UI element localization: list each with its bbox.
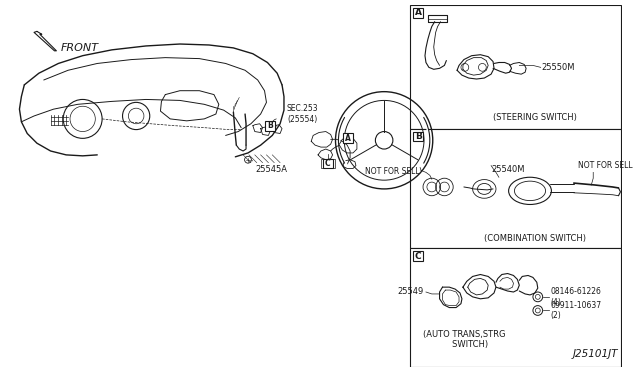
Text: FRONT: FRONT [60,43,99,53]
Text: A: A [345,134,351,143]
Text: C: C [325,159,330,168]
Text: SEC.253
(25554): SEC.253 (25554) [287,104,319,124]
Bar [410,5,621,129]
Bar [323,159,333,169]
Text: 08146-61226
(4): 08146-61226 (4) [550,287,602,307]
Text: J25101JT: J25101JT [573,349,618,359]
Bar [413,8,423,18]
Bar [321,159,335,169]
Text: (STEERING SWITCH): (STEERING SWITCH) [493,113,577,122]
Text: (AUTO TRANS,STRG
     SWITCH): (AUTO TRANS,STRG SWITCH) [422,330,505,349]
Bar [266,121,275,131]
Bar [413,132,423,141]
Text: B: B [268,121,273,130]
Text: B: B [415,132,422,141]
Text: 25540M: 25540M [491,164,525,174]
Text: A: A [415,9,422,17]
Text: 09911-10637
(2): 09911-10637 (2) [550,301,602,320]
Text: (COMBINATION SWITCH): (COMBINATION SWITCH) [484,234,586,243]
Text: 25545A: 25545A [256,164,288,174]
Text: NOT FOR SELL: NOT FOR SELL [365,167,419,176]
Text: C: C [415,251,422,260]
Bar [410,248,621,367]
Bar [410,129,621,248]
Bar [343,134,353,143]
Text: NOT FOR SELL: NOT FOR SELL [578,161,632,170]
Bar [413,251,423,261]
Text: 25550M: 25550M [541,63,575,72]
Text: 25549: 25549 [397,286,424,295]
